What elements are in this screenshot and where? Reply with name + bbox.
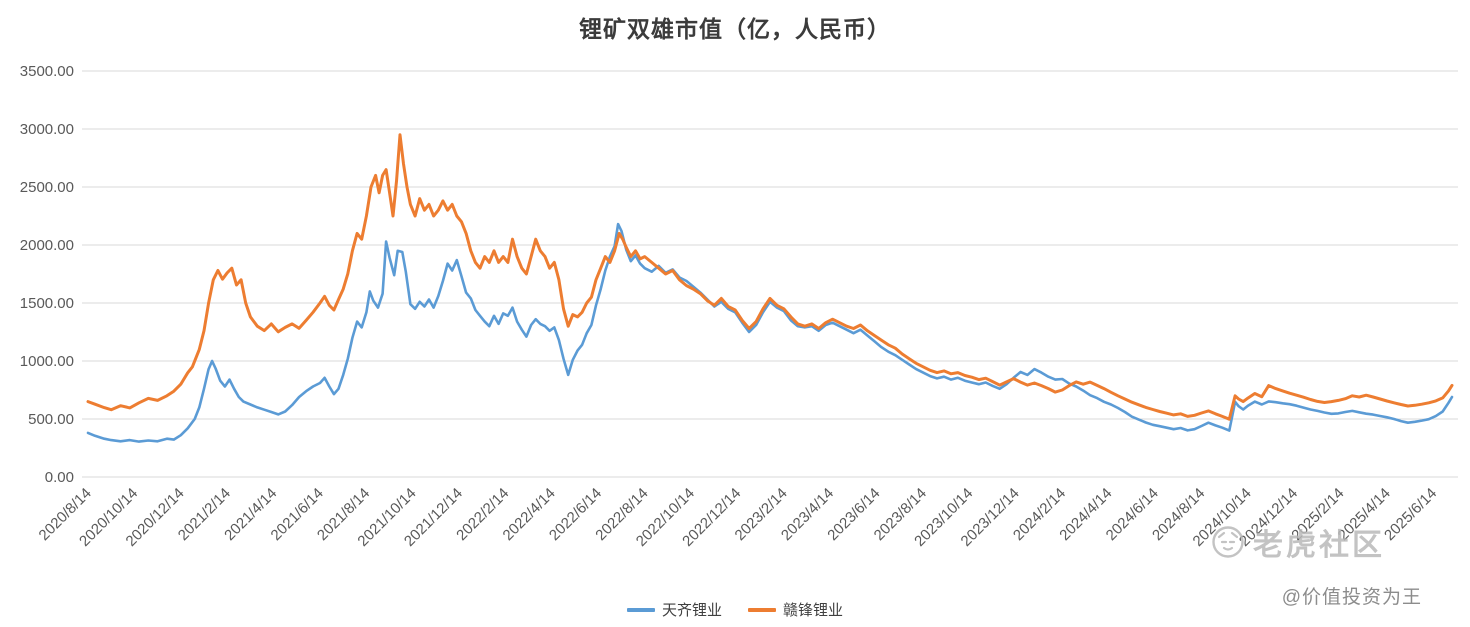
legend-swatch-ganfeng-line [748,607,776,612]
series-line-tianqi [86,222,1454,443]
legend-item-ganfeng[interactable]: 赣锋锂业 [748,599,843,620]
gridlines [82,70,1458,478]
y-tick-label: 1000.00 [20,353,74,370]
legend-label-tianqi: 天齐锂业 [661,602,722,619]
y-tick-label: 0.00 [45,469,74,486]
chart-title: 锂矿双雄市值（亿，人民币） [579,16,891,42]
legend-swatch-tianqi-line [626,607,655,612]
legend-item-tianqi[interactable]: 天齐锂业 [626,599,722,620]
series-line-ganfeng [86,133,1454,421]
y-tick-label: 3500.00 [20,63,74,80]
legend: 天齐锂业 赣锋锂业 [0,599,1470,620]
legend-label-ganfeng: 赣锋锂业 [783,602,844,619]
y-tick-label: 2000.00 [20,237,74,254]
y-tick-label: 3000.00 [20,121,74,138]
x-axis-labels: 2020/8/142020/10/142020/12/142021/2/1420… [36,485,1441,550]
y-axis-labels: 0.00 500.00 1000.00 1500.00 2000.00 2500.00 30… [20,63,74,486]
y-tick-label: 1500.00 [20,295,74,312]
y-tick-label: 500.00 [28,411,74,428]
y-tick-label: 2500.00 [20,179,74,196]
